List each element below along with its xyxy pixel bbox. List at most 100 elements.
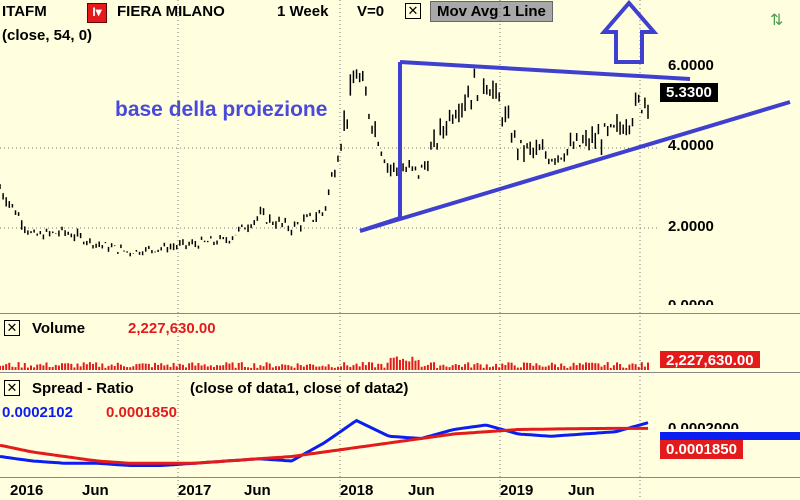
close-spread-icon[interactable]: ✕	[4, 380, 20, 396]
volume-bar	[563, 365, 566, 370]
volume-bar	[547, 365, 550, 370]
volume-bar	[330, 367, 333, 370]
volume-bar	[268, 363, 271, 370]
volume-bar	[312, 364, 315, 370]
close-icon[interactable]: ✕	[405, 3, 421, 19]
volume-bar	[147, 363, 150, 370]
projection-annotation: base della proiezione	[115, 98, 328, 121]
volume-bar	[405, 360, 408, 370]
volume-bar	[231, 362, 234, 370]
triangle-upper-line	[399, 60, 691, 81]
volume-bar	[423, 366, 426, 370]
volume-bar	[557, 367, 560, 370]
volume-bar	[513, 365, 516, 370]
volume-bar	[395, 356, 398, 370]
symbol-menu-button[interactable]: I▾	[87, 3, 107, 23]
volume-bar	[643, 366, 646, 370]
volume-bar	[529, 363, 532, 370]
volume-bar	[408, 361, 411, 370]
indicator-params: (close, 54, 0)	[2, 27, 93, 44]
volume-bar	[88, 362, 91, 370]
volume-bar	[2, 365, 5, 370]
volume-bar	[504, 365, 507, 370]
volume-bar	[188, 363, 191, 370]
volume-bar	[129, 367, 132, 370]
volume-bar	[61, 363, 64, 370]
volume-bar	[271, 367, 274, 370]
volume-bar	[420, 366, 423, 370]
volume-bar	[445, 366, 448, 370]
volume-bar	[433, 362, 436, 370]
volume-bar	[575, 365, 578, 370]
volume-bar	[95, 362, 98, 370]
volume-bar	[377, 363, 380, 370]
volume-bar	[85, 364, 88, 370]
volume-bar	[309, 363, 312, 370]
volume-bar	[591, 362, 594, 370]
volume-title: Volume	[32, 320, 86, 337]
volume-bar	[426, 364, 429, 370]
volume-bar	[284, 364, 287, 370]
volume-bar	[473, 364, 476, 370]
volume-bar	[569, 366, 572, 370]
volume-bar	[327, 364, 330, 370]
instrument-name: FIERA MILANO	[117, 3, 225, 20]
volume-bar	[293, 367, 296, 370]
volume-bar	[501, 363, 504, 370]
volume-bar	[374, 367, 377, 370]
x-label-2017: 2017	[178, 482, 212, 499]
volume-bar	[259, 365, 262, 370]
volume-bar	[262, 366, 265, 370]
volume-bar	[482, 367, 485, 370]
volume-bar	[274, 366, 277, 370]
arrows-icon[interactable]: ⇅	[770, 12, 784, 29]
volume-bar	[154, 362, 157, 370]
volume-bar	[361, 362, 364, 370]
volume-bar	[92, 363, 95, 370]
volume-bar	[5, 364, 8, 370]
volume-bar	[51, 366, 54, 370]
volume-bar	[265, 362, 268, 370]
volume-bar	[647, 362, 649, 370]
triangle-lower-line	[359, 100, 791, 233]
volume-bar	[634, 364, 637, 370]
x-label-2019: 2019	[500, 482, 534, 499]
volume-bar	[305, 364, 308, 370]
volume-bar	[104, 367, 107, 370]
volume-bar	[228, 363, 231, 370]
volume-bar	[355, 363, 358, 370]
volume-bar	[197, 363, 200, 370]
volume-bar	[467, 362, 470, 370]
spread-tag-red: 0.0001850	[660, 440, 743, 459]
volume-bar	[321, 365, 324, 370]
volume-bar	[76, 363, 79, 370]
volume-bar	[439, 365, 442, 370]
volume-bar	[479, 364, 482, 370]
volume-bar	[290, 366, 293, 370]
volume-bar	[625, 367, 628, 370]
x-label-2016: 2016	[10, 482, 44, 499]
volume-bar	[352, 365, 355, 370]
volume-bar	[315, 366, 318, 370]
volume-bar	[318, 366, 321, 370]
x-label-jun-2018: Jun	[408, 482, 435, 499]
volume-bar	[209, 365, 212, 370]
volume-bar	[185, 367, 188, 370]
ratio-series-red	[0, 426, 648, 465]
volume-bar	[584, 362, 587, 370]
volume-bar	[287, 365, 290, 370]
volume-bar	[588, 362, 591, 370]
volume-bar	[476, 363, 479, 370]
volume-bar	[612, 365, 615, 370]
volume-bar	[135, 364, 138, 370]
volume-bar	[0, 365, 1, 370]
close-volume-icon[interactable]: ✕	[4, 320, 20, 336]
volume-bar	[119, 364, 122, 370]
mov-avg-indicator-button[interactable]: Mov Avg 1 Line	[430, 1, 553, 22]
volume-bar	[364, 365, 367, 370]
x-label-jun-2017: Jun	[244, 482, 271, 499]
volume-bar	[169, 366, 172, 370]
volume-bar	[70, 363, 73, 370]
volume-bar	[45, 362, 48, 370]
up-arrow-icon	[599, 0, 659, 64]
